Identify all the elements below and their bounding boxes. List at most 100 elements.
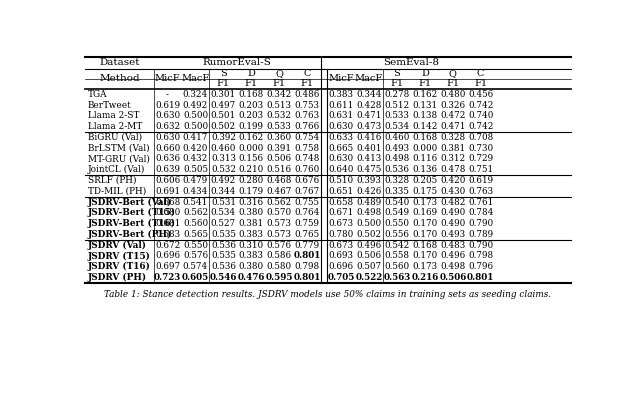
Text: 0.493: 0.493 [385,144,410,153]
Text: 0.565: 0.565 [183,230,208,239]
Text: F1: F1 [474,79,487,88]
Text: 0.573: 0.573 [267,219,292,228]
Text: 0.420: 0.420 [183,144,208,153]
Text: 0.391: 0.391 [267,144,292,153]
Text: 0.723: 0.723 [154,273,181,282]
Text: 0.216: 0.216 [412,273,438,282]
Text: 0.740: 0.740 [468,111,493,121]
Text: 0.798: 0.798 [294,262,319,271]
Text: 0.672: 0.672 [155,241,180,250]
Text: 0.471: 0.471 [356,111,382,121]
Text: 0.632: 0.632 [155,122,180,131]
Text: 0.173: 0.173 [412,197,437,207]
Text: 0.170: 0.170 [412,219,438,228]
Text: 0.502: 0.502 [356,230,381,239]
Text: 0.432: 0.432 [183,155,208,163]
Text: 0.683: 0.683 [155,230,180,239]
Text: 0.729: 0.729 [468,155,493,163]
Text: 0.560: 0.560 [183,219,208,228]
Text: 0.636: 0.636 [155,155,180,163]
Text: 0.381: 0.381 [239,219,264,228]
Text: 0.162: 0.162 [239,133,264,142]
Text: 0.416: 0.416 [356,133,382,142]
Text: 0.673: 0.673 [328,219,354,228]
Text: JSDRV (Val): JSDRV (Val) [88,241,147,250]
Text: 0.630: 0.630 [155,111,180,121]
Text: 0.482: 0.482 [440,197,465,207]
Text: 0.380: 0.380 [239,262,264,271]
Text: 0.651: 0.651 [328,187,354,196]
Text: 0.668: 0.668 [155,197,180,207]
Text: 0.595: 0.595 [266,273,293,282]
Text: 0.420: 0.420 [440,176,465,185]
Text: Llama 2-ST: Llama 2-ST [88,111,140,121]
Text: S: S [220,69,227,79]
Text: 0.708: 0.708 [468,133,493,142]
Text: RumorEval-S: RumorEval-S [203,58,272,67]
Text: 0.751: 0.751 [468,165,493,174]
Text: 0.479: 0.479 [183,176,208,185]
Text: F1: F1 [419,79,431,88]
Text: 0.549: 0.549 [385,208,410,218]
Text: 0.430: 0.430 [440,187,465,196]
Text: MicF: MicF [155,74,180,84]
Text: 0.170: 0.170 [412,252,438,260]
Text: 0.639: 0.639 [155,165,180,174]
Text: 0.527: 0.527 [211,219,236,228]
Text: 0.562: 0.562 [183,208,208,218]
Text: Dataset: Dataset [99,58,140,67]
Text: 0.498: 0.498 [440,262,465,271]
Text: C: C [303,69,311,79]
Text: Q: Q [275,69,283,79]
Text: 0.500: 0.500 [183,111,208,121]
Text: 0.763: 0.763 [294,111,319,121]
Text: 0.310: 0.310 [239,241,264,250]
Text: 0.761: 0.761 [468,197,493,207]
Text: 0.542: 0.542 [385,241,410,250]
Text: 0.506: 0.506 [356,252,381,260]
Text: 0.671: 0.671 [328,208,354,218]
Text: 0.502: 0.502 [211,122,236,131]
Text: 0.570: 0.570 [267,208,292,218]
Text: 0.417: 0.417 [183,133,208,142]
Text: 0.658: 0.658 [328,197,354,207]
Text: 0.764: 0.764 [294,208,320,218]
Text: 0.500: 0.500 [183,122,208,131]
Text: 0.533: 0.533 [267,122,292,131]
Text: 0.383: 0.383 [329,90,354,99]
Text: 0.742: 0.742 [468,122,493,131]
Text: 0.131: 0.131 [412,100,437,110]
Text: 0.605: 0.605 [182,273,209,282]
Text: 0.471: 0.471 [440,122,465,131]
Text: 0.467: 0.467 [266,187,292,196]
Text: 0.580: 0.580 [267,262,292,271]
Text: 0.490: 0.490 [440,208,465,218]
Text: 0.278: 0.278 [385,90,410,99]
Text: 0.533: 0.533 [385,111,410,121]
Text: 0.796: 0.796 [468,262,493,271]
Text: 0.665: 0.665 [328,144,354,153]
Text: 0.498: 0.498 [356,208,381,218]
Text: JSDRV-Bert (T16): JSDRV-Bert (T16) [88,219,176,228]
Text: 0.742: 0.742 [468,100,493,110]
Text: 0.696: 0.696 [328,262,354,271]
Text: 0.759: 0.759 [294,219,319,228]
Text: 0.138: 0.138 [412,111,437,121]
Text: 0.498: 0.498 [385,155,410,163]
Text: 0.550: 0.550 [385,219,410,228]
Text: 0.691: 0.691 [155,187,180,196]
Text: BrLSTM (Val): BrLSTM (Val) [88,144,149,153]
Text: 0.500: 0.500 [356,219,381,228]
Text: 0.489: 0.489 [356,197,381,207]
Text: 0.576: 0.576 [183,252,208,260]
Text: 0.790: 0.790 [468,241,493,250]
Text: 0.335: 0.335 [385,187,410,196]
Text: MacF: MacF [181,74,210,84]
Text: MT-GRU (Val): MT-GRU (Val) [88,155,150,163]
Text: 0.534: 0.534 [211,208,236,218]
Text: 0.456: 0.456 [468,90,493,99]
Text: 0.631: 0.631 [328,111,354,121]
Text: 0.619: 0.619 [155,100,180,110]
Text: 0.784: 0.784 [468,208,493,218]
Text: 0.478: 0.478 [440,165,465,174]
